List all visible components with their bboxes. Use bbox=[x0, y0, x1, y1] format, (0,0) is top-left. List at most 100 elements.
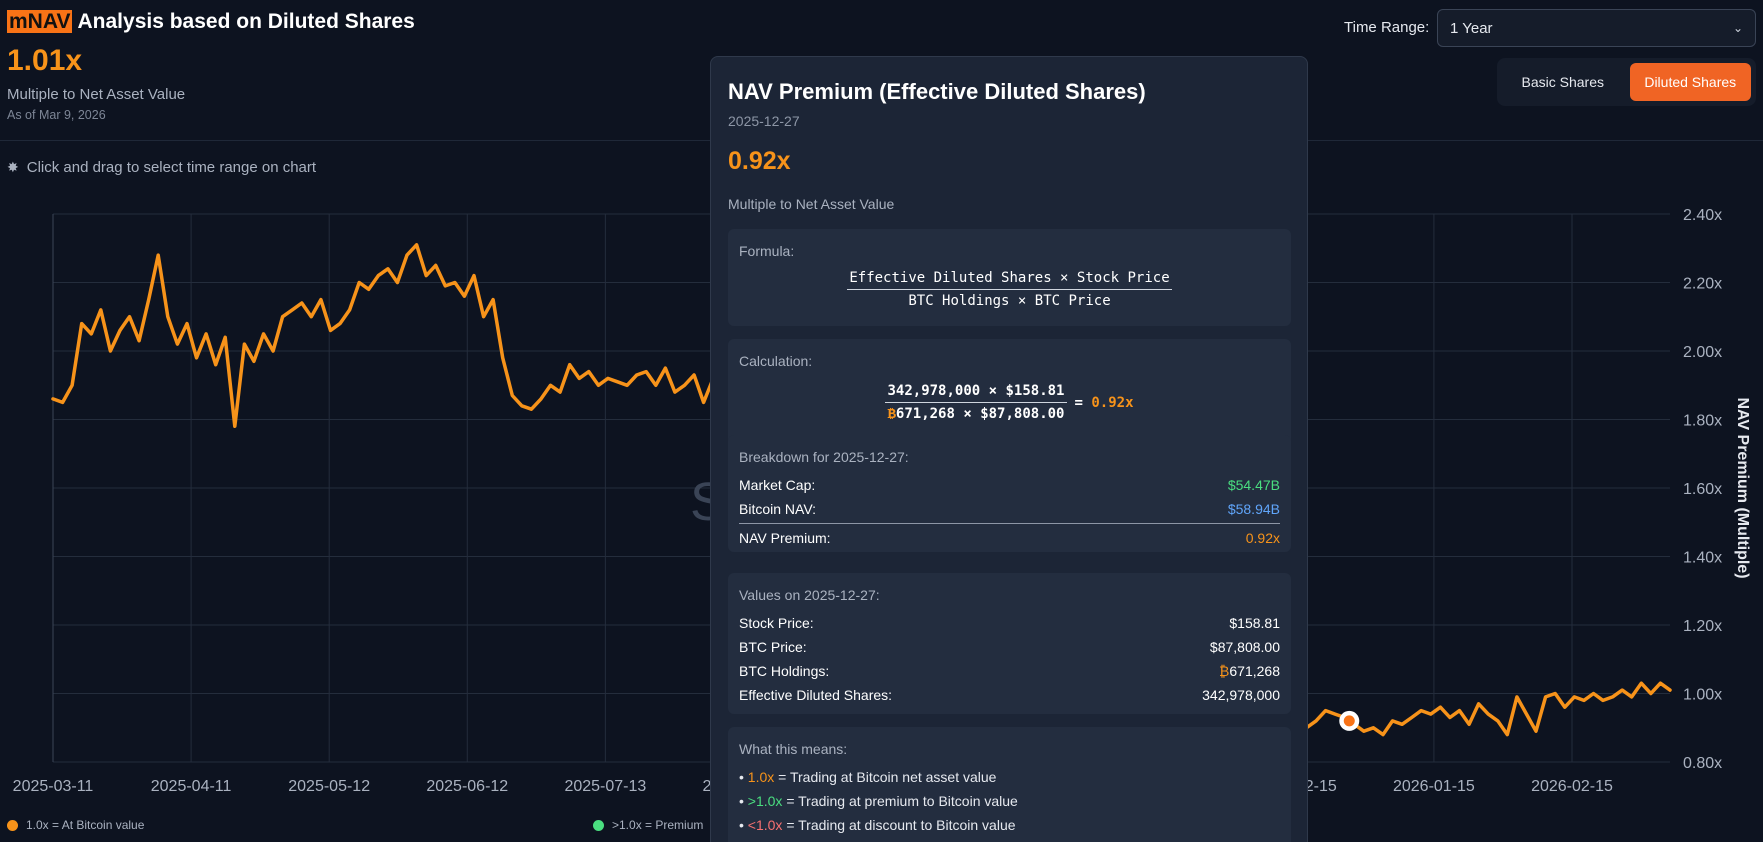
market-cap-value: $54.47B bbox=[1227, 477, 1280, 493]
calculation-box: Calculation: 342,978,000 × $158.81 ₿671,… bbox=[728, 339, 1291, 447]
meaning-text: = Trading at Bitcoin net asset value bbox=[774, 769, 997, 785]
btc-holdings-value: 671,268 bbox=[1229, 663, 1280, 679]
sparkle-cursor-icon: ✸ bbox=[7, 159, 19, 175]
legend-dot-green bbox=[593, 819, 604, 831]
current-mnav-subtitle: Multiple to Net Asset Value bbox=[7, 86, 186, 103]
current-mnav-value: 1.01x bbox=[7, 44, 83, 77]
btc-price-row: BTC Price: $87,808.00 bbox=[739, 639, 1280, 655]
x-tick-label: 2026-01-15 bbox=[1393, 778, 1475, 795]
hover-point bbox=[1343, 715, 1355, 727]
breakdown-label: Breakdown for 2025-12-27: bbox=[739, 449, 909, 465]
calc-result: 0.92x bbox=[1091, 395, 1134, 411]
btc-price-label: BTC Price: bbox=[739, 639, 807, 655]
bitcoin-nav-row: Bitcoin NAV: $58.94B bbox=[739, 501, 1280, 524]
y-tick-label: 0.80x bbox=[1683, 755, 1722, 772]
legend-label: 1.0x = At Bitcoin value bbox=[26, 818, 145, 832]
tooltip-subtitle: Multiple to Net Asset Value bbox=[728, 196, 895, 212]
nav-premium-row: NAV Premium: 0.92x bbox=[739, 530, 1280, 546]
market-cap-row: Market Cap: $54.47B bbox=[739, 477, 1280, 493]
x-tick-label: 2025-05-12 bbox=[288, 778, 370, 795]
as-of-date: As of Mar 9, 2026 bbox=[7, 108, 106, 122]
bitcoin-nav-label: Bitcoin NAV: bbox=[739, 501, 817, 517]
tooltip-title: NAV Premium (Effective Diluted Shares) bbox=[728, 79, 1146, 104]
bullet: • bbox=[739, 817, 748, 833]
btc-holdings-value-wrap: ₿671,268 bbox=[1219, 663, 1280, 679]
formula-fraction: Effective Diluted Shares × Stock Price B… bbox=[728, 270, 1291, 309]
diluted-shares-button[interactable]: Diluted Shares bbox=[1629, 63, 1751, 101]
diluted-shares-label: Effective Diluted Shares: bbox=[739, 687, 893, 703]
meaning-text: = Trading at premium to Bitcoin value bbox=[782, 793, 1018, 809]
x-tick-label: 2026-02-15 bbox=[1531, 778, 1613, 795]
legend-label: >1.0x = Premium bbox=[612, 818, 704, 832]
meaning-item: • <1.0x = Trading at discount to Bitcoin… bbox=[739, 817, 1016, 833]
y-tick-label: 1.60x bbox=[1683, 481, 1722, 498]
bitcoin-symbol-icon: ₿ bbox=[887, 406, 896, 422]
chevron-down-icon: ⌄ bbox=[1732, 21, 1743, 35]
meaning-key: 1.0x bbox=[747, 769, 775, 785]
y-tick-label: 2.20x bbox=[1683, 276, 1722, 293]
y-tick-label: 2.00x bbox=[1683, 344, 1722, 361]
legend-dot-orange bbox=[7, 819, 18, 831]
meaning-key: <1.0x bbox=[747, 817, 783, 833]
bitcoin-symbol-icon: ₿ bbox=[1219, 663, 1230, 679]
calc-equals: = bbox=[1074, 395, 1092, 411]
x-tick-label: 2025-06-12 bbox=[426, 778, 508, 795]
tooltip-date: 2025-12-27 bbox=[728, 113, 800, 129]
stock-price-value: $158.81 bbox=[1229, 615, 1280, 631]
formula-box: Formula: Effective Diluted Shares × Stoc… bbox=[728, 229, 1291, 326]
btc-holdings-row: BTC Holdings: ₿671,268 bbox=[739, 663, 1280, 679]
tooltip-value: 0.92x bbox=[728, 147, 791, 175]
x-tick-label: 2025-03-11 bbox=[13, 778, 94, 795]
nav-premium-value: 0.92x bbox=[1245, 530, 1280, 546]
meaning-key: >1.0x bbox=[747, 793, 783, 809]
y-axis-label: NAV Premium (Multiple) bbox=[1734, 397, 1751, 578]
basic-shares-button[interactable]: Basic Shares bbox=[1521, 74, 1604, 90]
x-tick-label: 2025-04-11 bbox=[151, 778, 232, 795]
chart-hint: ✸ Click and drag to select time range on … bbox=[7, 159, 316, 176]
calc-denominator-wrap: ₿671,268 × $87,808.00 bbox=[885, 403, 1066, 423]
stock-price-row: Stock Price: $158.81 bbox=[739, 615, 1280, 631]
bitcoin-nav-value: $58.94B bbox=[1227, 501, 1280, 517]
diluted-shares-row: Effective Diluted Shares: 342,978,000 bbox=[739, 687, 1280, 703]
breakdown-box: Breakdown for 2025-12-27: Market Cap: $54… bbox=[728, 435, 1291, 552]
page-title: mNAV Analysis based on Diluted Shares bbox=[7, 10, 415, 34]
y-tick-label: 1.40x bbox=[1683, 550, 1722, 567]
title-highlight: mNAV bbox=[7, 10, 73, 33]
calculation-label: Calculation: bbox=[739, 353, 813, 369]
y-tick-label: 2.40x bbox=[1683, 207, 1722, 224]
chart-tooltip: NAV Premium (Effective Diluted Shares) 2… bbox=[710, 56, 1308, 842]
bullet: • bbox=[739, 769, 748, 785]
meaning-item: • >1.0x = Trading at premium to Bitcoin … bbox=[739, 793, 1018, 809]
calculation-fraction: 342,978,000 × $158.81 ₿671,268 × $87,808… bbox=[728, 380, 1291, 423]
y-tick-label: 1.20x bbox=[1683, 618, 1722, 635]
bullet: • bbox=[739, 793, 748, 809]
legend-item-at-value: 1.0x = At Bitcoin value bbox=[7, 818, 144, 832]
stock-price-label: Stock Price: bbox=[739, 615, 814, 631]
btc-holdings-label: BTC Holdings: bbox=[739, 663, 830, 679]
calc-numerator: 342,978,000 × $158.81 bbox=[885, 383, 1067, 403]
x-tick-label: 2025-07-13 bbox=[564, 778, 646, 795]
time-range-label: Time Range: bbox=[1344, 19, 1430, 36]
formula-numerator: Effective Diluted Shares × Stock Price bbox=[847, 270, 1172, 290]
shares-toggle: Basic Shares Diluted Shares bbox=[1497, 58, 1756, 106]
meaning-label: What this means: bbox=[739, 741, 848, 757]
time-range-value: 1 Year bbox=[1450, 19, 1493, 37]
diluted-shares-value: 342,978,000 bbox=[1202, 687, 1280, 703]
values-label: Values on 2025-12-27: bbox=[739, 587, 880, 603]
meaning-item: • 1.0x = Trading at Bitcoin net asset va… bbox=[739, 769, 996, 785]
market-cap-label: Market Cap: bbox=[739, 477, 816, 493]
btc-price-value: $87,808.00 bbox=[1209, 639, 1280, 655]
formula-denominator: BTC Holdings × BTC Price bbox=[908, 293, 1111, 309]
legend-item-premium: >1.0x = Premium bbox=[593, 818, 703, 832]
y-tick-label: 1.80x bbox=[1683, 413, 1722, 430]
y-tick-label: 1.00x bbox=[1683, 687, 1722, 704]
chart-hint-text: Click and drag to select time range on c… bbox=[26, 159, 317, 176]
meaning-text: = Trading at discount to Bitcoin value bbox=[782, 817, 1016, 833]
values-box: Values on 2025-12-27: Stock Price: $158.8… bbox=[728, 573, 1291, 714]
time-range-select[interactable]: 1 Year ⌄ bbox=[1437, 9, 1756, 47]
nav-premium-label: NAV Premium: bbox=[739, 530, 831, 546]
title-text: Analysis based on Diluted Shares bbox=[72, 10, 415, 33]
formula-label: Formula: bbox=[739, 243, 795, 259]
meaning-box: What this means: • 1.0x = Trading at Bit… bbox=[728, 727, 1291, 842]
calc-denominator: 671,268 × $87,808.00 bbox=[895, 406, 1065, 422]
